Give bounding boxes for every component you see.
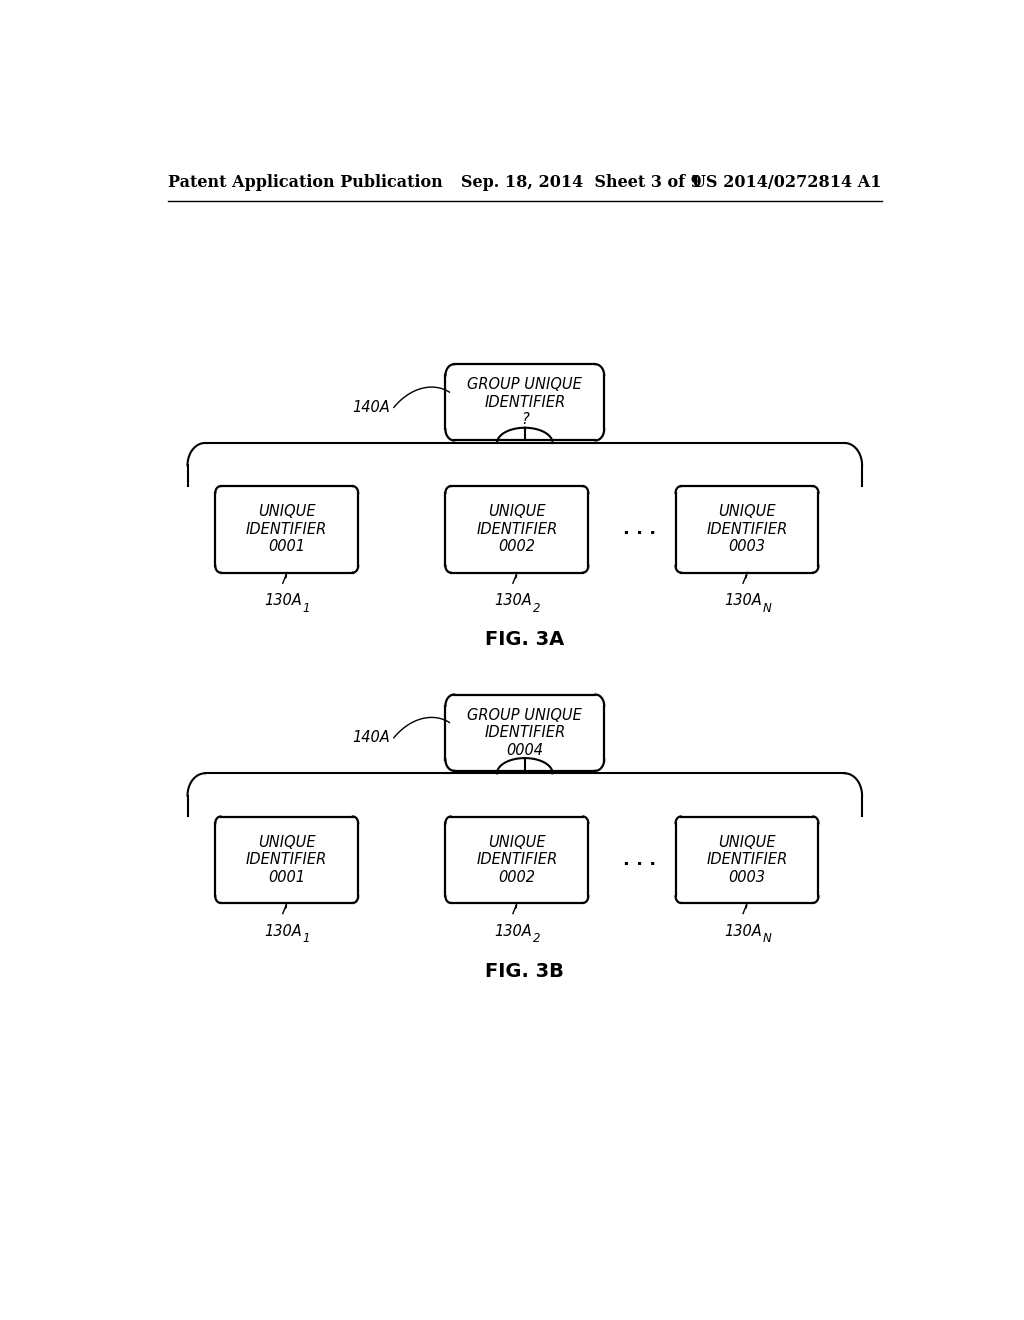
Text: 130A: 130A <box>264 594 302 609</box>
Text: FIG. 3A: FIG. 3A <box>485 630 564 648</box>
Text: N: N <box>763 932 772 945</box>
Text: UNIQUE
IDENTIFIER
0003: UNIQUE IDENTIFIER 0003 <box>707 504 787 554</box>
Text: FIG. 3B: FIG. 3B <box>485 962 564 981</box>
Text: 1: 1 <box>303 602 310 615</box>
FancyBboxPatch shape <box>215 486 358 573</box>
Text: 130A: 130A <box>494 594 531 609</box>
Text: 130A: 130A <box>724 924 762 939</box>
FancyBboxPatch shape <box>445 817 588 903</box>
Text: . . .: . . . <box>624 850 656 869</box>
FancyBboxPatch shape <box>676 486 818 573</box>
Text: 140A: 140A <box>352 730 390 746</box>
FancyBboxPatch shape <box>445 694 604 771</box>
Text: . . .: . . . <box>624 520 656 539</box>
FancyBboxPatch shape <box>445 486 588 573</box>
Text: Patent Application Publication: Patent Application Publication <box>168 174 442 191</box>
Text: GROUP UNIQUE
IDENTIFIER
?: GROUP UNIQUE IDENTIFIER ? <box>467 378 583 428</box>
Text: 130A: 130A <box>724 594 762 609</box>
Text: N: N <box>763 602 772 615</box>
Text: 1: 1 <box>303 932 310 945</box>
Text: 2: 2 <box>532 602 541 615</box>
Text: UNIQUE
IDENTIFIER
0001: UNIQUE IDENTIFIER 0001 <box>246 834 328 884</box>
Text: UNIQUE
IDENTIFIER
0003: UNIQUE IDENTIFIER 0003 <box>707 834 787 884</box>
FancyBboxPatch shape <box>445 364 604 441</box>
Text: 140A: 140A <box>352 400 390 414</box>
Text: UNIQUE
IDENTIFIER
0002: UNIQUE IDENTIFIER 0002 <box>476 504 557 554</box>
Text: GROUP UNIQUE
IDENTIFIER
0004: GROUP UNIQUE IDENTIFIER 0004 <box>467 708 583 758</box>
Text: UNIQUE
IDENTIFIER
0002: UNIQUE IDENTIFIER 0002 <box>476 834 557 884</box>
Text: 2: 2 <box>532 932 541 945</box>
Text: US 2014/0272814 A1: US 2014/0272814 A1 <box>692 174 882 191</box>
FancyBboxPatch shape <box>215 817 358 903</box>
FancyBboxPatch shape <box>676 817 818 903</box>
Text: 130A: 130A <box>494 924 531 939</box>
Text: 130A: 130A <box>264 924 302 939</box>
Text: UNIQUE
IDENTIFIER
0001: UNIQUE IDENTIFIER 0001 <box>246 504 328 554</box>
Text: Sep. 18, 2014  Sheet 3 of 9: Sep. 18, 2014 Sheet 3 of 9 <box>461 174 702 191</box>
